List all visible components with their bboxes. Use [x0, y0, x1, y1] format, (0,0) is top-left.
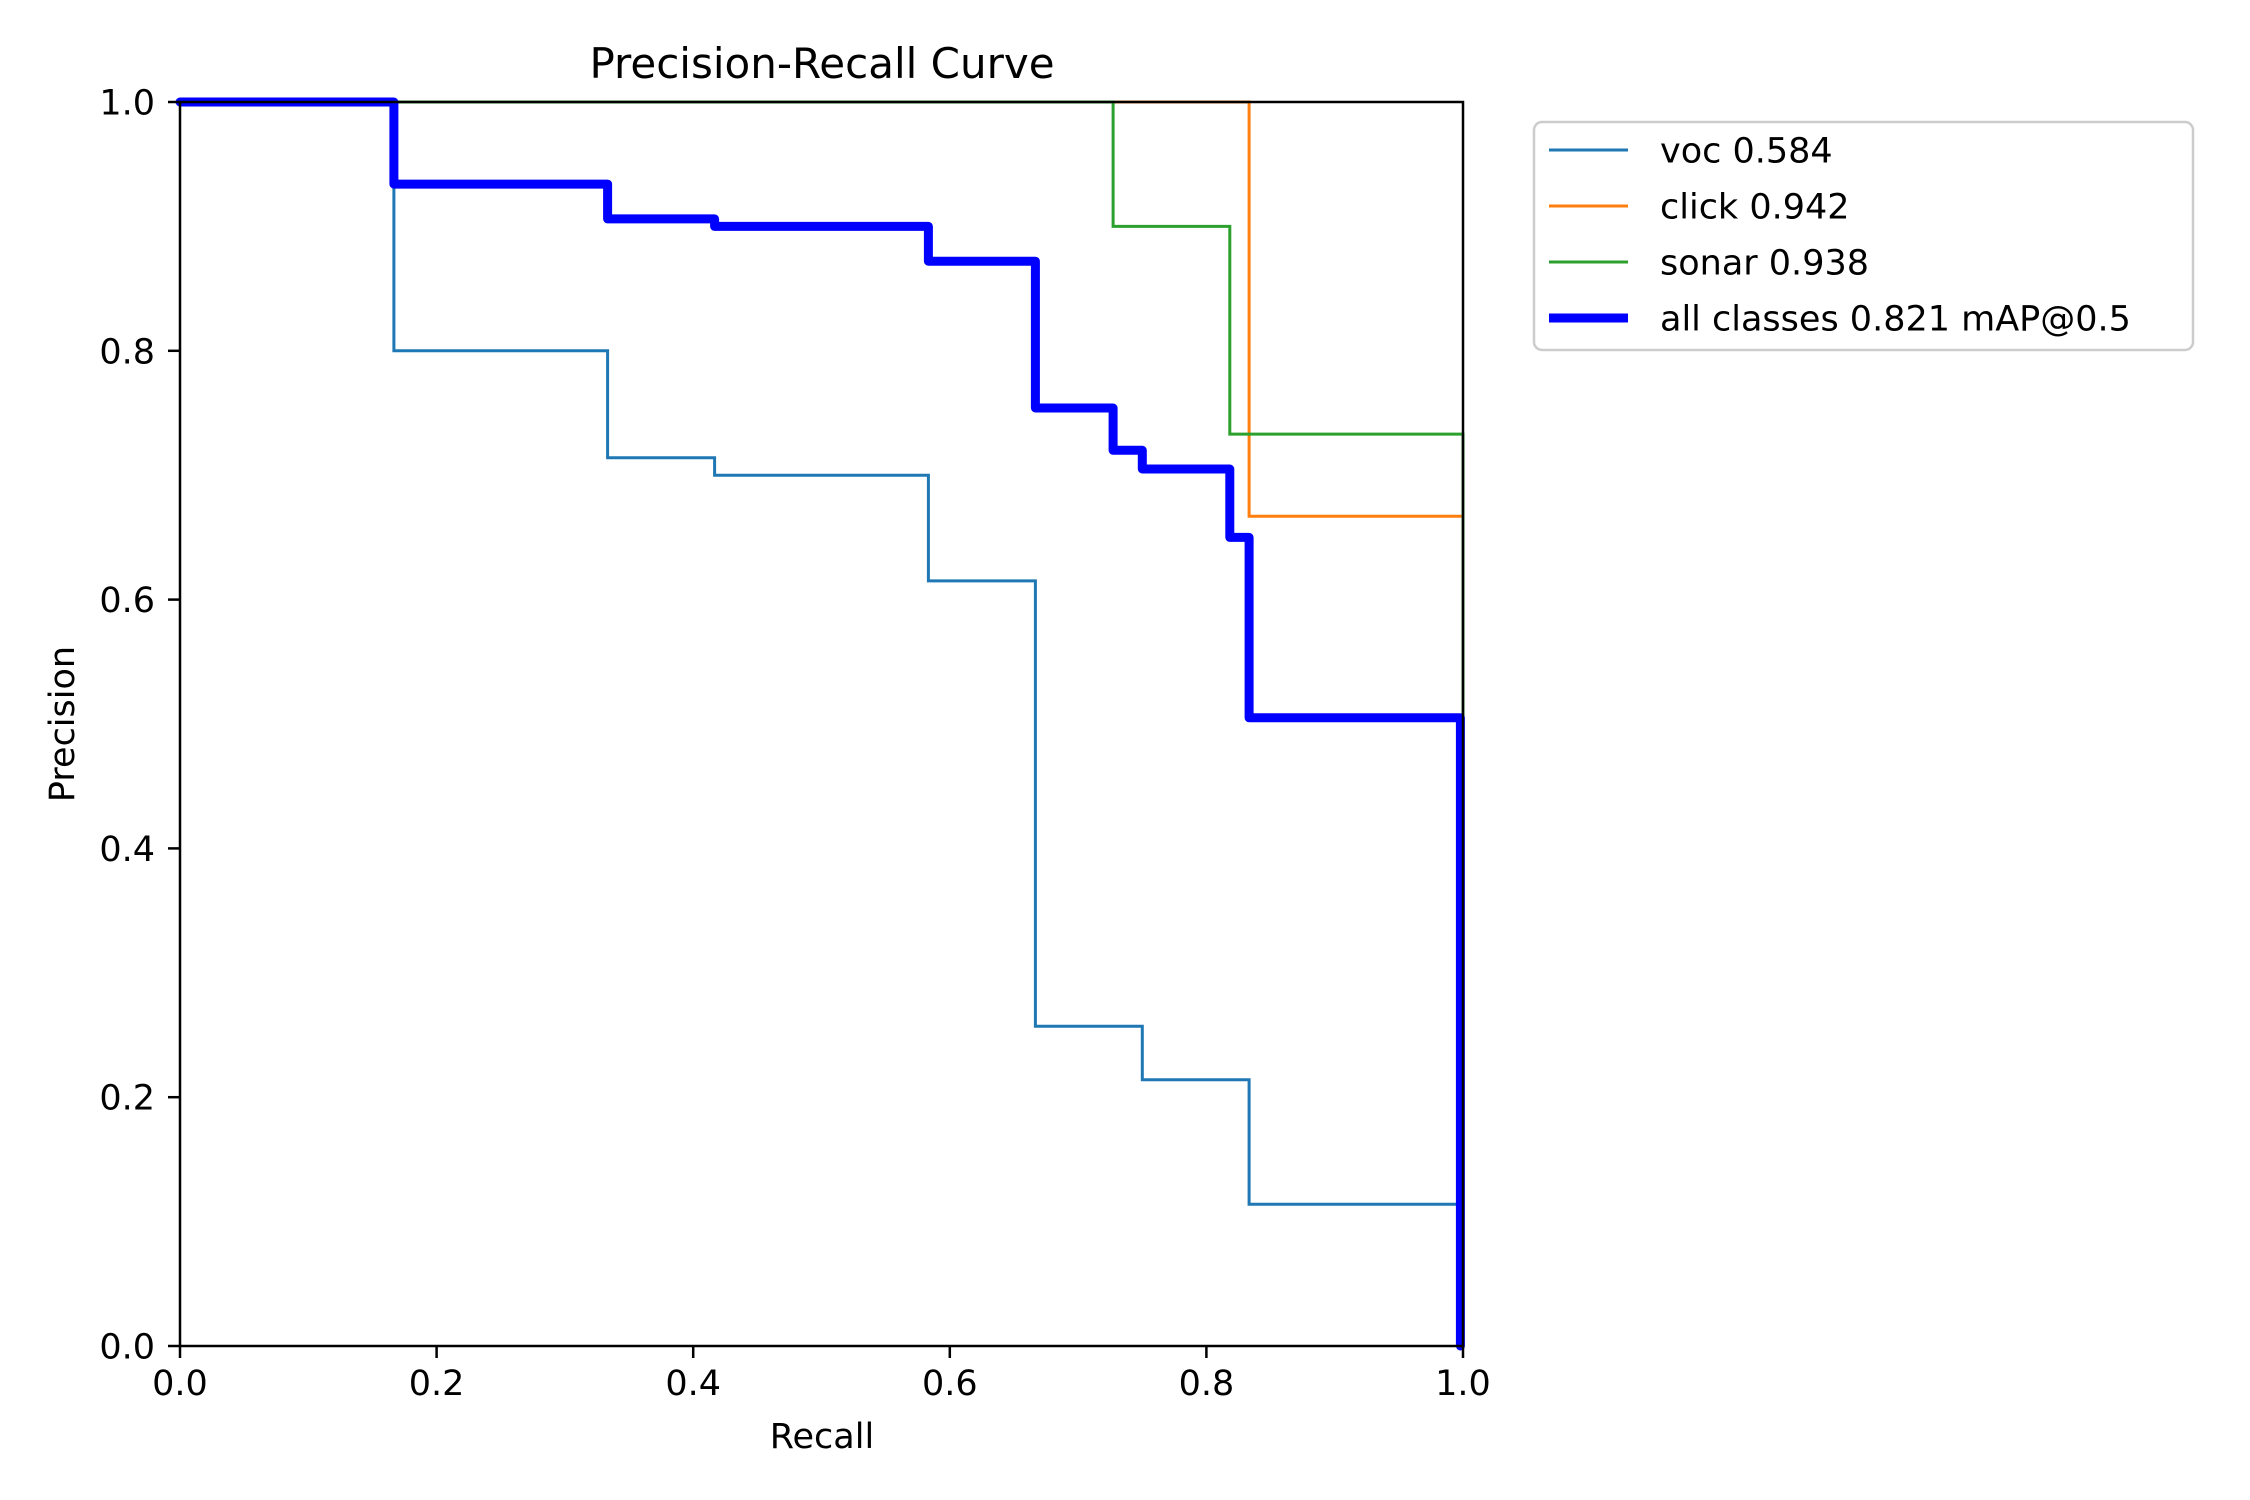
x-tick-label: 0.2 — [409, 1364, 465, 1404]
legend-label-2: sonar 0.938 — [1660, 244, 1869, 284]
legend-items: voc 0.584 click 0.942 sonar 0.938 all class… — [1549, 132, 2131, 340]
x-tick-label: 0.0 — [152, 1364, 208, 1404]
x-tick-label: 1.0 — [1435, 1364, 1491, 1404]
x-axis-label: Recall — [770, 1417, 874, 1457]
legend-label-3: all classes 0.821 mAP@0.5 — [1660, 300, 2131, 340]
legend-label-0: voc 0.584 — [1660, 132, 1833, 172]
y-tick-label: 0.2 — [99, 1079, 155, 1119]
x-tick-label: 0.4 — [665, 1364, 721, 1404]
chart-title: Precision-Recall Curve — [589, 39, 1054, 88]
y-tick-label: 0.0 — [99, 1328, 155, 1368]
y-axis-ticks: 0.0 0.2 0.4 0.6 0.8 1.0 — [99, 84, 180, 1368]
y-tick-label: 0.8 — [99, 332, 155, 372]
plot-area — [175, 97, 1465, 1351]
y-tick-label: 0.6 — [99, 581, 155, 621]
series-line-3 — [175, 97, 1465, 1351]
axes-frame — [178, 100, 1465, 1348]
y-axis-label: Precision — [43, 646, 83, 802]
x-tick-label: 0.8 — [1179, 1364, 1235, 1404]
y-tick-label: 0.4 — [99, 830, 155, 870]
x-axis-ticks: 0.0 0.2 0.4 0.6 0.8 1.0 — [152, 1346, 1491, 1404]
series-line-0 — [180, 100, 1462, 1346]
legend: voc 0.584 click 0.942 sonar 0.938 all class… — [1532, 120, 2195, 352]
legend-label-1: click 0.942 — [1660, 188, 1850, 228]
axes-background — [180, 102, 1463, 1346]
x-tick-label: 0.6 — [922, 1364, 978, 1404]
y-tick-label: 1.0 — [99, 84, 155, 124]
legend-box — [1532, 120, 2195, 352]
